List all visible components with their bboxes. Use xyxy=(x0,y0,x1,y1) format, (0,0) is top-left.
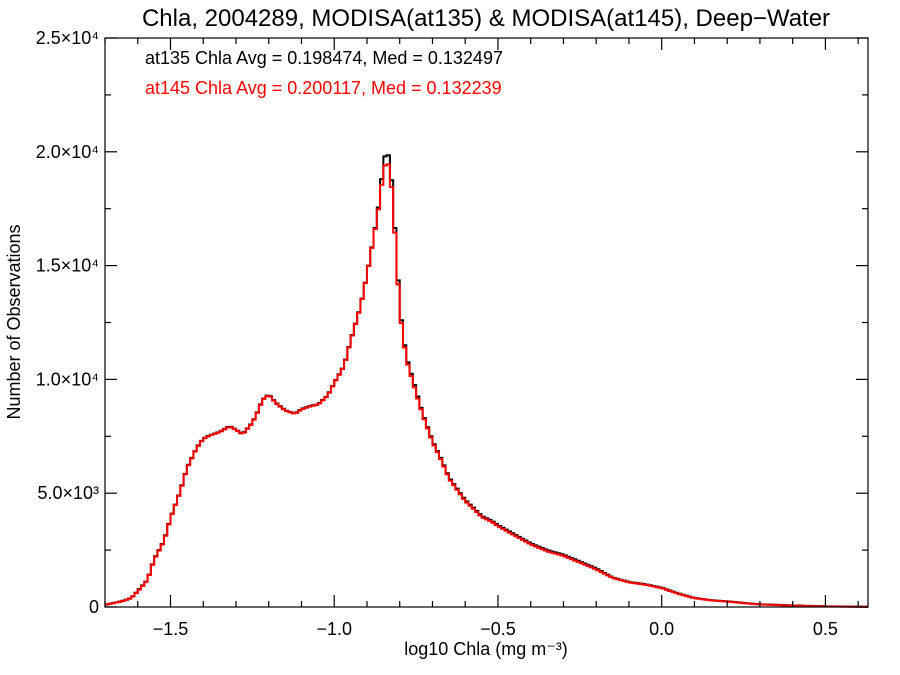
y-axis: 0 5.0×10³ 1.0×10⁴ 1.5×10⁴ 2.0×10⁴ 2.5×10⁴ xyxy=(36,28,868,617)
x-axis: −1.5 −1.0 −0.5 0.0 0.5 xyxy=(104,38,859,639)
y-tick-label: 2.0×10⁴ xyxy=(36,142,99,162)
x-axis-label: log10 Chla (mg m⁻³) xyxy=(404,639,568,659)
y-tick-label: 1.0×10⁴ xyxy=(36,369,99,389)
annotation-at145: at145 Chla Avg = 0.200117, Med = 0.13223… xyxy=(145,78,502,98)
x-tick-label: 0.0 xyxy=(649,619,674,639)
series-layer xyxy=(105,154,868,608)
y-axis-label: Number of Observations xyxy=(4,224,24,419)
y-tick-label: 5.0×10³ xyxy=(37,483,99,503)
x-tick-label: −1.0 xyxy=(316,619,352,639)
y-tick-label: 2.5×10⁴ xyxy=(36,28,99,48)
x-tick-label: −0.5 xyxy=(480,619,516,639)
x-tick-label: −1.5 xyxy=(153,619,189,639)
series-line-at145 xyxy=(105,163,868,608)
series-line-at135 xyxy=(105,154,868,608)
plot-frame xyxy=(104,37,869,608)
y-tick-label: 1.5×10⁴ xyxy=(36,256,99,276)
chart-title: Chla, 2004289, MODISA(at135) & MODISA(at… xyxy=(142,5,830,32)
annotation-at135: at135 Chla Avg = 0.198474, Med = 0.13249… xyxy=(145,48,503,68)
y-tick-label: 0 xyxy=(89,597,99,617)
x-tick-label: 0.5 xyxy=(813,619,838,639)
